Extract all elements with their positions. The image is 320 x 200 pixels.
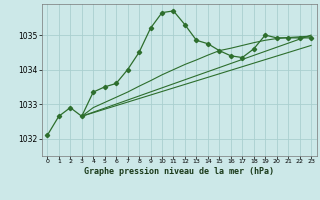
X-axis label: Graphe pression niveau de la mer (hPa): Graphe pression niveau de la mer (hPa) [84,167,274,176]
